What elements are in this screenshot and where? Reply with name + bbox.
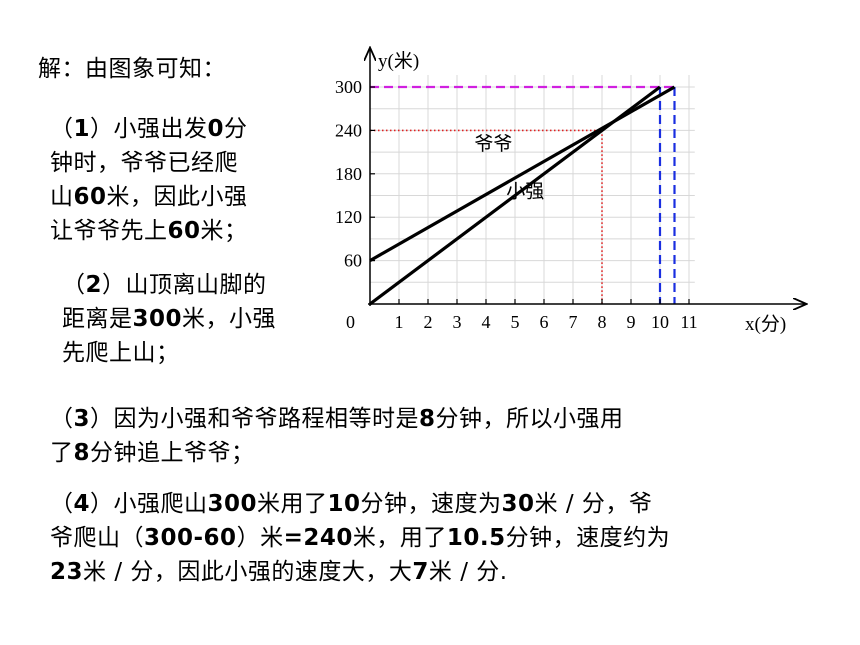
x-tick-label: 5 bbox=[511, 312, 520, 332]
text-run: 爷爬山（ bbox=[50, 525, 144, 551]
text-line: 了8分钟追上爷爷； bbox=[50, 436, 624, 470]
bold-number: 1 bbox=[73, 116, 91, 142]
y-tick-label: 300 bbox=[335, 77, 362, 97]
text-line: 先爬上山； bbox=[62, 336, 276, 370]
bold-number: 30 bbox=[501, 491, 535, 517]
y-axis-label: y(米) bbox=[378, 50, 419, 72]
text-run: 米 / 分，因此小强的速度大，大 bbox=[83, 559, 413, 585]
bold-number: =240 bbox=[283, 525, 353, 551]
text-line: （2）山顶离山脚的 bbox=[62, 268, 276, 302]
series-label: 爷爷 bbox=[474, 133, 512, 155]
solution-heading-text: 解：由图象可知： bbox=[38, 56, 226, 82]
point-4: （4）小强爬山300米用了10分钟，速度为30米 / 分，爷 爷爬山（300-60… bbox=[50, 487, 670, 589]
text-line: 钟时，爷爷已经爬 bbox=[50, 146, 248, 180]
text-run: 分钟，所以小强用 bbox=[435, 406, 624, 432]
text-run: 米； bbox=[200, 218, 248, 244]
bold-number: 300 bbox=[207, 491, 258, 517]
bold-number: 4 bbox=[73, 491, 91, 517]
chart-axes bbox=[368, 49, 805, 306]
text-run: 钟时，爷爷已经爬 bbox=[50, 150, 238, 176]
series-line bbox=[369, 85, 661, 306]
text-run: 山 bbox=[50, 184, 74, 210]
bold-number: 60 bbox=[73, 184, 107, 210]
text-line: 让爷爷先上60米； bbox=[50, 214, 248, 248]
point-2: （2）山顶离山脚的 距离是300米，小强 先爬上山； bbox=[62, 268, 276, 370]
text-line: （3）因为小强和爷爷路程相等时是8分钟，所以小强用 bbox=[50, 402, 624, 436]
chart-grid bbox=[370, 75, 695, 304]
text-run: 分钟，速度为 bbox=[360, 491, 502, 517]
text-run: 分钟追上爷爷； bbox=[90, 440, 255, 466]
text-run: ）小强爬山 bbox=[90, 491, 208, 517]
y-tick-label: 60 bbox=[344, 251, 362, 271]
point-3: （3）因为小强和爷爷路程相等时是8分钟，所以小强用 了8分钟追上爷爷； bbox=[50, 402, 624, 470]
text-run: 米 / 分. bbox=[428, 559, 508, 585]
text-run: （ bbox=[50, 491, 74, 517]
x-tick-label: 11 bbox=[680, 312, 697, 332]
text-run: 分钟，速度约为 bbox=[505, 525, 671, 551]
bold-number: 23 bbox=[50, 559, 84, 585]
text-run: 让爷爷先上 bbox=[50, 218, 168, 244]
origin-label: 0 bbox=[346, 312, 355, 332]
text-line: 爷爬山（300-60）米=240米，用了10.5分钟，速度约为 bbox=[50, 521, 670, 555]
bold-number: 2 bbox=[85, 272, 103, 298]
text-run: （ bbox=[50, 406, 74, 432]
bold-number: 10 bbox=[327, 491, 361, 517]
text-line: （4）小强爬山300米用了10分钟，速度为30米 / 分，爷 bbox=[50, 487, 670, 521]
x-tick-label: 6 bbox=[540, 312, 549, 332]
bold-number: 0 bbox=[207, 116, 225, 142]
bold-number: 300-60 bbox=[144, 525, 237, 551]
solution-heading: 解：由图象可知： bbox=[38, 52, 226, 86]
y-tick-label: 120 bbox=[335, 207, 362, 227]
bold-number: 300 bbox=[132, 306, 183, 332]
x-tick-label: 1 bbox=[395, 312, 404, 332]
text-run: 了 bbox=[50, 440, 74, 466]
bold-number: 8 bbox=[73, 440, 91, 466]
x-tick-label: 4 bbox=[482, 312, 491, 332]
text-run: 米，小强 bbox=[182, 306, 277, 332]
text-run: 米 / 分，爷 bbox=[534, 491, 653, 517]
text-run: ）山顶离山脚的 bbox=[102, 272, 267, 298]
bold-number: 60 bbox=[167, 218, 201, 244]
series-label: 小强 bbox=[506, 181, 544, 203]
text-run: 分 bbox=[224, 116, 248, 142]
text-run: 距离是 bbox=[62, 306, 133, 332]
y-tick-label: 180 bbox=[335, 164, 362, 184]
text-run: 先爬上山； bbox=[62, 340, 180, 366]
text-line: （1）小强出发0分 bbox=[50, 112, 248, 146]
text-line: 23米 / 分，因此小强的速度大，大7米 / 分. bbox=[50, 555, 670, 589]
x-tick-label: 10 bbox=[651, 312, 669, 332]
chart-series bbox=[369, 85, 676, 306]
point-1: （1）小强出发0分 钟时，爷爷已经爬 山60米，因此小强 让爷爷先上60米； bbox=[50, 112, 248, 248]
text-run: 米用了 bbox=[257, 491, 328, 517]
text-line: 距离是300米，小强 bbox=[62, 302, 276, 336]
text-run: 米，用了 bbox=[352, 525, 447, 551]
text-run: ）因为小强和爷爷路程相等时是 bbox=[90, 406, 420, 432]
text-run: ）米 bbox=[236, 525, 284, 551]
x-tick-label: 7 bbox=[569, 312, 578, 332]
text-run: （ bbox=[50, 116, 74, 142]
y-tick-label: 240 bbox=[335, 120, 362, 140]
text-run: 米，因此小强 bbox=[106, 184, 248, 210]
text-run: ）小强出发 bbox=[90, 116, 208, 142]
x-tick-label: 8 bbox=[598, 312, 607, 332]
x-axis-label: x(分) bbox=[745, 313, 786, 335]
x-tick-label: 9 bbox=[627, 312, 636, 332]
text-line: 山60米，因此小强 bbox=[50, 180, 248, 214]
x-tick-label: 3 bbox=[453, 312, 462, 332]
bold-number: 3 bbox=[73, 406, 91, 432]
bold-number: 8 bbox=[419, 406, 436, 432]
bold-number: 10.5 bbox=[446, 525, 506, 551]
x-tick-label: 2 bbox=[424, 312, 433, 332]
bold-number: 7 bbox=[412, 559, 429, 585]
text-run: （ bbox=[62, 272, 86, 298]
